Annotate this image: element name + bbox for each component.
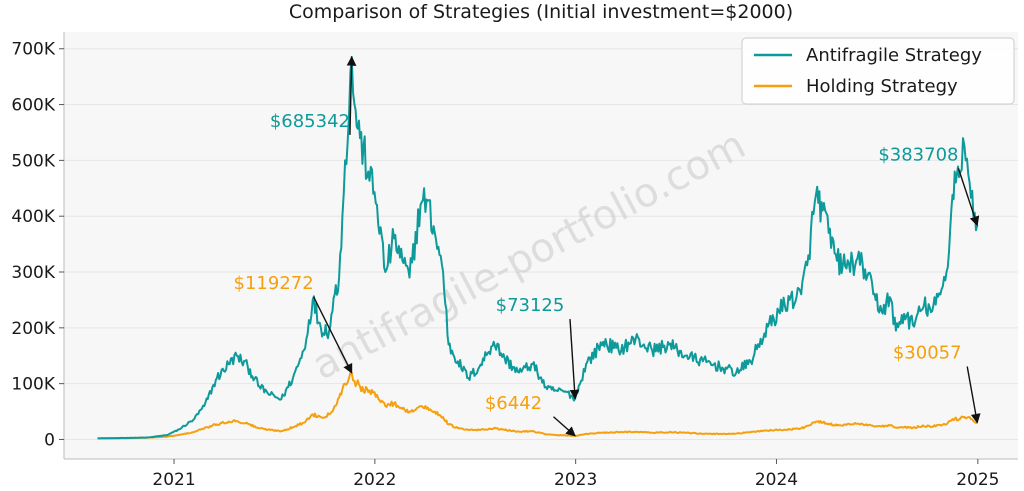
y-tick-label: 400K	[11, 207, 55, 227]
annotation-label: $6442	[485, 393, 542, 414]
legend-label-holding: Holding Strategy	[806, 76, 958, 97]
antifragile-strategy-line	[97, 55, 979, 440]
annotation-arrow	[966, 366, 981, 424]
tick-layer: 0 100K 200K 300K 400K 500K 600K 700K 2021 2022 202…	[11, 40, 999, 490]
y-tick-label: 0	[44, 430, 55, 450]
x-tick-label: 2022	[353, 470, 396, 490]
axes	[63, 32, 1018, 460]
y-tick-label: 100K	[11, 375, 55, 395]
legend-box	[741, 37, 1015, 105]
legend: Antifragile Strategy Holding Strategy	[741, 37, 1015, 105]
annotation-label: $119272	[234, 273, 314, 294]
annotation-arrow	[569, 319, 580, 400]
annotation-label: $383708	[878, 144, 958, 165]
legend-label-antifragile: Antifragile Strategy	[806, 45, 982, 66]
annotation-arrow	[346, 55, 357, 135]
y-tick-label: 300K	[11, 263, 55, 283]
annotation-label: $685342	[270, 111, 350, 132]
x-tick-label: 2023	[554, 470, 597, 490]
y-tick-label: 200K	[11, 319, 55, 339]
x-tick-label: 2024	[755, 470, 798, 490]
y-tick-label: 700K	[11, 40, 55, 60]
y-tick-label: 500K	[11, 151, 55, 171]
annotation-arrow	[957, 168, 980, 227]
y-tick-label: 600K	[11, 96, 55, 116]
annotation-arrow	[312, 296, 353, 374]
gridlines	[64, 48, 1018, 440]
holding-strategy-line	[97, 371, 978, 440]
annotation-arrow	[553, 416, 576, 437]
annotation-label: $30057	[893, 343, 962, 364]
series-layer	[97, 55, 979, 440]
chart-title: Comparison of Strategies (Initial invest…	[289, 1, 793, 23]
x-tick-label: 2021	[152, 470, 195, 490]
annotation-label: $73125	[496, 295, 565, 316]
annotation-layer: $685342 $119272 $73125 $6442 $383708 $30057	[234, 55, 981, 437]
x-tick-label: 2025	[956, 470, 999, 490]
